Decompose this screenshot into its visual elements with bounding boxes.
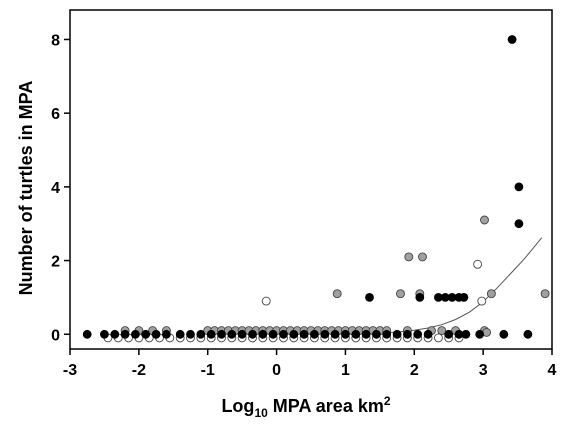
data-point-black <box>461 329 471 339</box>
data-point-gray <box>540 289 550 299</box>
data-point-black <box>423 329 433 339</box>
fit-curve <box>372 237 543 334</box>
x-tick-label: 4 <box>548 362 557 379</box>
data-point-black <box>141 329 151 339</box>
x-tick-label: 3 <box>479 362 488 379</box>
data-point-black <box>514 219 524 229</box>
x-axis-title-superscript: 2 <box>384 394 391 408</box>
data-point-black <box>268 329 278 339</box>
data-point-black <box>175 329 185 339</box>
data-point-black <box>258 329 268 339</box>
x-axis-title-subscript: 10 <box>254 406 268 420</box>
data-point-black <box>227 329 237 339</box>
x-tick-label: -3 <box>63 362 77 379</box>
y-axis-title: Number of turtles in MPA <box>16 81 36 296</box>
data-point-black <box>186 329 195 339</box>
data-point-black <box>523 329 533 339</box>
data-point-black <box>507 35 517 44</box>
data-point-black <box>320 329 330 339</box>
data-point-black <box>361 329 371 339</box>
data-point-black <box>402 329 412 339</box>
data-point-black <box>206 329 216 339</box>
data-point-black <box>382 329 392 339</box>
x-tick-labels: -3 -2 -1 0 1 2 3 4 <box>63 362 557 379</box>
data-point-black <box>289 329 299 339</box>
data-points <box>82 35 550 343</box>
data-point-gray <box>437 326 447 336</box>
data-point-gray <box>480 215 489 225</box>
data-point-black <box>459 292 469 302</box>
x-axis-title-rest: MPA area km <box>268 396 384 416</box>
plot-frame <box>69 9 553 350</box>
data-point-gray <box>332 289 342 299</box>
data-point-black <box>299 329 309 339</box>
x-tick-label: 0 <box>272 362 281 379</box>
data-point-black <box>351 329 361 339</box>
data-point-gray <box>486 289 496 299</box>
data-point-black <box>371 329 381 339</box>
y-tick-label: 8 <box>51 32 60 49</box>
data-point-black <box>499 329 509 339</box>
data-point-black <box>330 329 340 339</box>
data-point-black <box>392 329 402 339</box>
axis-ticks <box>64 38 553 355</box>
data-point-white <box>433 333 443 343</box>
data-point-white <box>261 296 271 306</box>
data-point-black <box>248 329 257 339</box>
data-point-black <box>100 329 109 339</box>
data-point-gray <box>404 252 414 262</box>
x-tick-label: -1 <box>201 362 215 379</box>
x-tick-label: 1 <box>341 362 350 379</box>
x-tick-label: 2 <box>410 362 419 379</box>
y-tick-label: 6 <box>51 106 60 123</box>
data-point-black <box>82 329 92 339</box>
data-point-black <box>237 329 247 339</box>
data-point-black <box>161 329 171 339</box>
y-tick-labels: 0 2 4 6 8 <box>51 32 60 344</box>
data-point-white <box>477 296 487 306</box>
data-point-black <box>365 292 374 302</box>
x-axis-title-main: Log <box>221 396 254 416</box>
x-tick-label: -2 <box>132 362 146 379</box>
y-tick-label: 0 <box>51 327 60 344</box>
x-axis-title: Log10 MPA area km2 <box>221 394 390 420</box>
data-point-black <box>217 329 226 339</box>
data-point-black <box>151 329 161 339</box>
data-point-gray <box>418 252 427 262</box>
data-point-black <box>309 329 319 339</box>
y-tick-label: 2 <box>51 254 60 271</box>
data-point-black <box>413 329 423 339</box>
data-point-white <box>473 259 483 269</box>
data-point-black <box>279 329 288 339</box>
y-tick-label: 4 <box>51 180 60 197</box>
data-point-black <box>415 292 425 302</box>
data-point-black <box>120 329 130 339</box>
data-point-black <box>514 182 524 192</box>
data-point-black <box>196 329 206 339</box>
data-point-black <box>444 329 454 339</box>
data-point-black <box>475 329 485 339</box>
data-point-black <box>340 329 350 339</box>
data-point-gray <box>396 289 405 299</box>
data-point-black <box>130 329 140 339</box>
data-point-black <box>110 329 120 339</box>
